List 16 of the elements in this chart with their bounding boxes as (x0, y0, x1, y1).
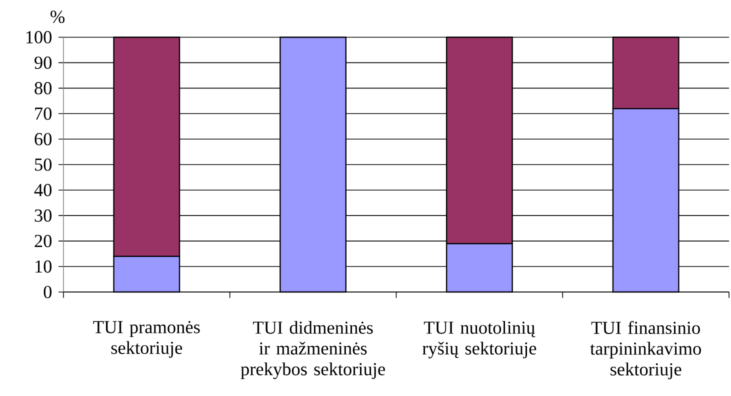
y-axis-title: % (50, 10, 65, 24)
x-tick-label: TUI finansinio tarpininkavimo sektoriuje (590, 320, 701, 380)
y-tick-label: 70 (35, 107, 52, 120)
x-tick-label: TUI pramonės sektoriuje (93, 321, 200, 358)
y-tick-label: 50 (35, 158, 52, 171)
y-tick-label: 0 (44, 286, 52, 298)
y-tick-label: 80 (34, 82, 52, 94)
y-tick-label: 60 (34, 132, 52, 146)
y-tick-label: 90 (34, 56, 52, 69)
y-tick-label: 10 (36, 260, 52, 273)
y-tick-label: 100 (26, 31, 52, 44)
y-tick-label: 30 (34, 209, 52, 222)
y-tick-label: 40 (34, 184, 52, 196)
x-tick-label: TUI didmeninės ir mažmeninės prekybos sektoriuje (240, 320, 385, 380)
y-tick-label: 20 (34, 234, 52, 248)
x-tick-label: TUI nuotolinių ryšių sektoriuje (422, 320, 536, 358)
